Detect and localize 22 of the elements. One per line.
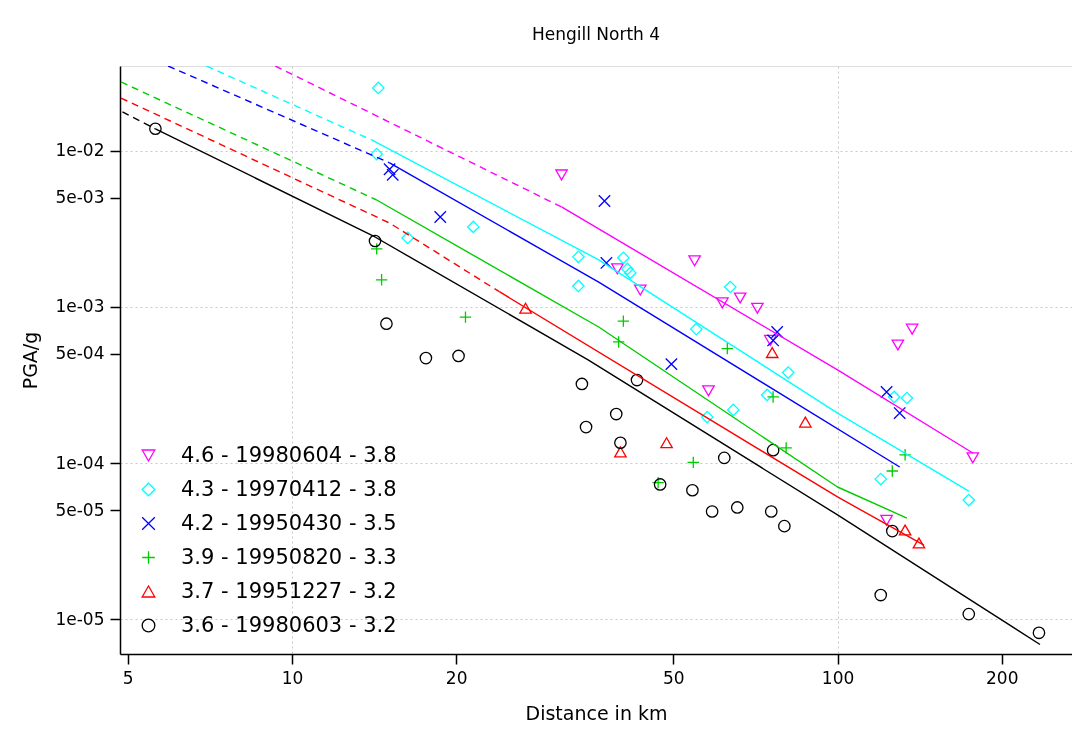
legend-label: 3.6 - 19980603 - 3.2 [181, 612, 397, 637]
x-tick-label: 50 [662, 667, 685, 688]
legend-label: 4.2 - 19950430 - 3.5 [181, 510, 397, 535]
legend-label: 4.3 - 19970412 - 3.8 [181, 476, 397, 501]
y-tick-label: 1e-03 [55, 296, 105, 317]
y-tick-label: 1e-05 [55, 608, 105, 629]
x-tick-label: 100 [821, 667, 855, 688]
legend-label: 3.7 - 19951227 - 3.2 [181, 578, 397, 603]
chart-title: Hengill North 4 [531, 24, 661, 44]
y-tick-label: 1e-04 [55, 452, 105, 473]
x-tick-label: 20 [445, 667, 468, 688]
x-tick-label: 5 [122, 667, 134, 688]
x-tick-label: 200 [986, 667, 1019, 688]
legend-label: 3.9 - 19950820 - 3.3 [181, 544, 397, 569]
y-tick-label: 1e-02 [55, 140, 105, 161]
x-tick-label: 10 [281, 667, 304, 688]
y-axis-title: PGA/g [19, 331, 42, 390]
y-tick-label: 5e-03 [55, 187, 105, 208]
legend-label: 4.6 - 19980604 - 3.8 [181, 442, 397, 467]
x-axis-title: Distance in km [525, 701, 668, 724]
y-tick-label: 5e-05 [55, 499, 105, 520]
y-tick-label: 5e-04 [55, 343, 105, 364]
